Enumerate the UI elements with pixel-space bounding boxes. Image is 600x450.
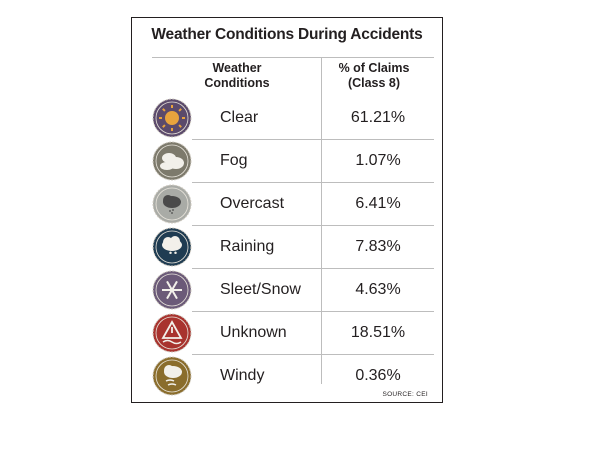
rain-cloud-icon — [152, 227, 192, 267]
chart-panel: Weather Conditions During Accidents Weat… — [131, 17, 443, 403]
overcast-icon — [152, 184, 192, 224]
claims-percentage: 7.83% — [355, 238, 401, 255]
column-divider — [321, 57, 322, 384]
column-header-conditions-line-2: Conditions — [204, 76, 270, 90]
row-divider — [192, 311, 434, 312]
condition-label: Fog — [220, 152, 248, 169]
sun-icon — [152, 98, 192, 138]
claims-percentage: 61.21% — [350, 109, 406, 126]
claims-percentage: 1.07% — [355, 152, 401, 169]
claims-percentage: 4.63% — [355, 281, 401, 298]
column-header-claims: % of Claims (Class 8) — [324, 61, 424, 91]
condition-label: Overcast — [220, 195, 285, 212]
condition-label: Sleet/Snow — [220, 281, 301, 298]
row-divider — [192, 139, 434, 140]
condition-label: Unknown — [220, 324, 287, 341]
source-note: SOURCE: CEI — [382, 391, 428, 398]
claims-percentage: 6.41% — [355, 195, 401, 212]
condition-label: Windy — [220, 367, 265, 384]
row-divider — [192, 225, 434, 226]
row-divider — [192, 182, 434, 183]
table-row: Sleet/Snow 4.63% — [132, 269, 442, 312]
table-row: Raining 7.83% — [132, 226, 442, 269]
column-header-conditions: Weather Conditions — [192, 61, 282, 91]
warning-icon — [152, 313, 192, 353]
snowflake-icon — [152, 270, 192, 310]
column-header-claims-line-1: % of Claims — [338, 61, 410, 75]
table-row: Windy 0.36% — [132, 355, 442, 398]
column-header-claims-line-2: (Class 8) — [347, 76, 401, 90]
fog-icon — [152, 141, 192, 181]
table-row: Clear 61.21% — [132, 97, 442, 140]
claims-percentage: 18.51% — [350, 324, 406, 341]
condition-label: Raining — [220, 238, 275, 255]
row-divider — [192, 354, 434, 355]
wind-icon — [152, 356, 192, 396]
table-row: Fog 1.07% — [132, 140, 442, 183]
chart-title: Weather Conditions During Accidents — [151, 26, 423, 43]
table-row: Unknown 18.51% — [132, 312, 442, 355]
column-header-conditions-line-1: Weather — [212, 61, 262, 75]
condition-label: Clear — [220, 109, 259, 126]
header-top-divider — [152, 57, 434, 58]
row-divider — [192, 268, 434, 269]
table-row: Overcast 6.41% — [132, 183, 442, 226]
claims-percentage: 0.36% — [355, 367, 401, 384]
